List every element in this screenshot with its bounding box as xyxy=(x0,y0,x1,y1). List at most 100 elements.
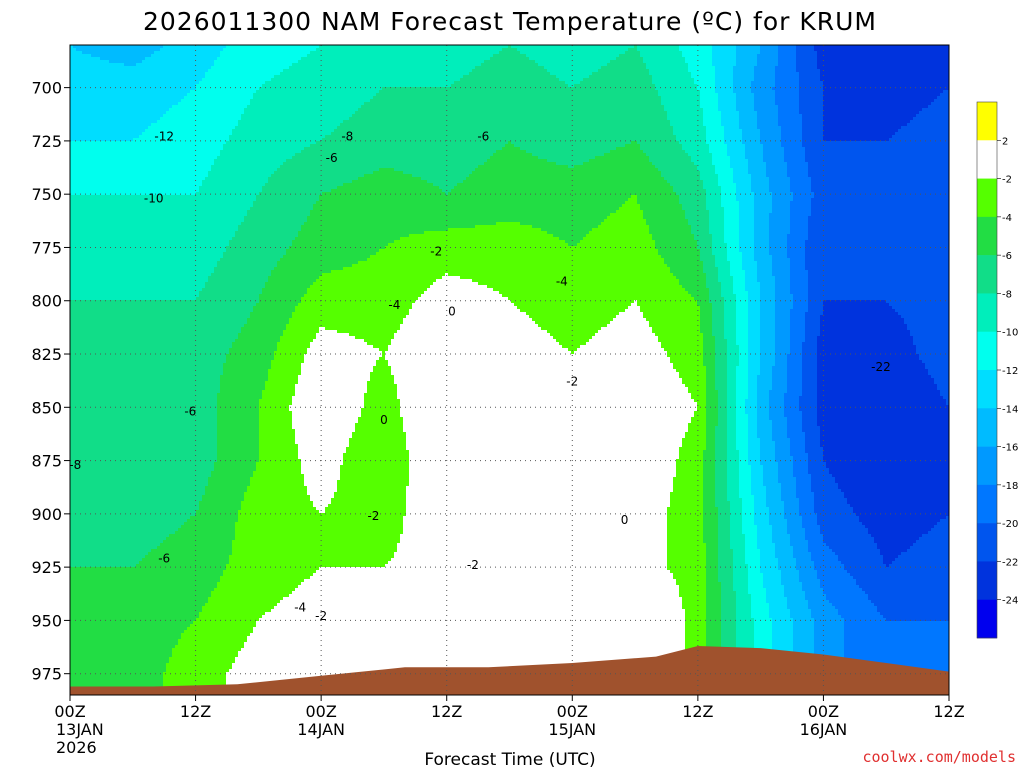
temperature-cell xyxy=(922,363,926,535)
temperature-cell xyxy=(196,510,200,619)
temperature-cell xyxy=(574,246,578,352)
temperature-cell xyxy=(877,549,881,613)
temperature-cell xyxy=(661,348,665,695)
temperature-cell xyxy=(580,81,584,166)
temperature-cell xyxy=(412,177,416,235)
temperature-cell xyxy=(274,351,278,607)
temperature-cell xyxy=(403,237,407,319)
temperature-cell xyxy=(217,45,221,58)
temperature-cell xyxy=(583,345,587,695)
temperature-cell xyxy=(616,147,620,211)
temperature-cell xyxy=(421,45,425,88)
temperature-cell xyxy=(559,45,563,82)
temperature-cell xyxy=(304,486,308,580)
temperature-cell xyxy=(871,537,875,604)
temperature-cell xyxy=(232,129,236,238)
temperature-cell xyxy=(688,225,692,295)
temperature-cell xyxy=(190,90,194,196)
temperature-cell xyxy=(586,162,590,235)
temperature-cell xyxy=(199,81,203,187)
temperature-cell xyxy=(100,195,104,301)
temperature-cell xyxy=(100,141,104,196)
temperature-cell xyxy=(799,114,803,397)
temperature-cell xyxy=(400,45,404,88)
temperature-cell xyxy=(352,336,356,433)
temperature-cell xyxy=(121,141,125,196)
temperature-cell xyxy=(667,357,671,508)
temperature-cell xyxy=(208,45,212,70)
temperature-cell xyxy=(487,60,491,160)
temperature-cell xyxy=(904,126,908,325)
temperature-cell xyxy=(478,165,482,226)
temperature-cell xyxy=(592,45,596,73)
temperature-cell xyxy=(793,45,797,478)
temperature-cell xyxy=(514,48,518,148)
temperature-cell xyxy=(895,558,899,622)
temperature-cell xyxy=(313,144,317,205)
temperature-cell xyxy=(247,486,251,637)
temperature-cell xyxy=(463,45,467,76)
temperature-cell xyxy=(163,672,167,695)
temperature-cell xyxy=(211,66,215,166)
temperature-cell xyxy=(511,45,515,49)
temperature-cell xyxy=(382,87,386,169)
temperature-cell xyxy=(715,93,719,175)
temperature-cell xyxy=(613,150,617,214)
temperature-cell xyxy=(535,63,539,157)
y-tick-label: 925 xyxy=(31,558,62,577)
temperature-cell xyxy=(142,45,146,61)
temperature-cell xyxy=(769,213,773,256)
temperature-cell xyxy=(856,300,860,517)
temperature-cell xyxy=(376,567,380,695)
temperature-cell xyxy=(433,231,437,283)
temperature-cell xyxy=(100,300,104,568)
temperature-cell xyxy=(697,45,701,91)
temperature-cell xyxy=(787,45,791,178)
temperature-cell xyxy=(799,396,803,412)
temperature-cell xyxy=(574,84,578,166)
temperature-cell xyxy=(280,45,284,73)
temperature-cell xyxy=(253,45,257,94)
temperature-cell xyxy=(895,45,899,133)
temperature-cell xyxy=(304,354,308,487)
temperature-cell xyxy=(892,561,896,622)
temperature-cell xyxy=(538,159,542,229)
temperature-cell xyxy=(400,534,404,695)
temperature-cell xyxy=(610,213,614,322)
temperature-cell xyxy=(589,159,593,232)
temperature-cell xyxy=(178,639,182,695)
temperature-cell xyxy=(784,597,788,695)
temperature-cell xyxy=(130,66,134,142)
x-tick-label: 2026 xyxy=(56,738,97,757)
temperature-cell xyxy=(106,195,110,301)
temperature-cell xyxy=(313,204,317,283)
x-tick-label: 12Z xyxy=(431,702,462,721)
temperature-cell xyxy=(715,174,719,268)
temperature-cell xyxy=(142,558,146,695)
temperature-cell xyxy=(466,177,470,229)
temperature-cell xyxy=(283,45,287,70)
temperature-cell xyxy=(85,195,89,301)
colorbar-label: -6 xyxy=(1002,251,1012,262)
credit-text[interactable]: coolwx.com/models xyxy=(862,748,1016,766)
temperature-cell xyxy=(430,183,434,232)
contour-label: -2 xyxy=(315,609,327,623)
x-tick-label: 14JAN xyxy=(297,720,345,739)
temperature-cell xyxy=(211,591,215,695)
temperature-cell xyxy=(850,300,854,508)
temperature-cell xyxy=(187,300,191,520)
temperature-cell xyxy=(232,45,236,130)
temperature-cell xyxy=(838,615,842,695)
temperature-cell xyxy=(856,141,860,301)
temperature-cell xyxy=(706,288,710,695)
temperature-cell xyxy=(286,597,290,695)
temperature-cell xyxy=(274,267,278,352)
temperature-cell xyxy=(610,45,614,61)
temperature-cell xyxy=(364,45,368,103)
temperature-cell xyxy=(106,567,110,695)
temperature-cell xyxy=(832,477,836,553)
temperature-cell xyxy=(298,375,302,460)
temperature-cell xyxy=(448,228,452,277)
temperature-cell xyxy=(148,126,152,196)
temperature-cell xyxy=(748,174,752,466)
